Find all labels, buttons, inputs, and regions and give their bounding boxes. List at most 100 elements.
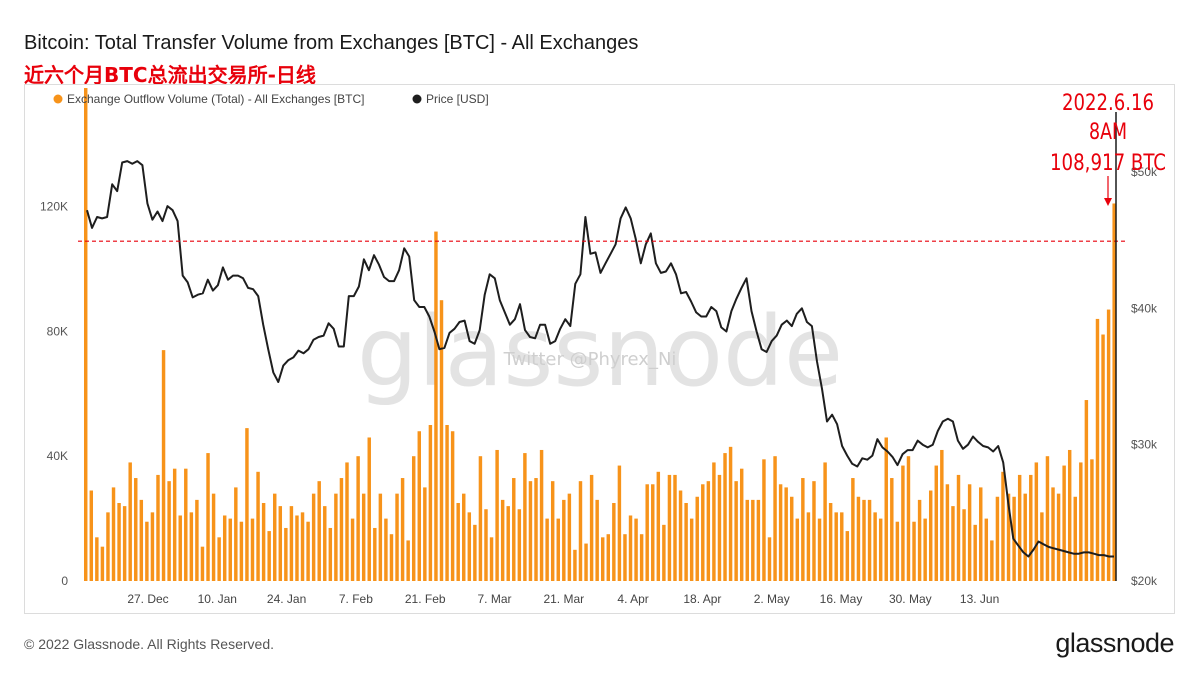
outflow-bar bbox=[634, 518, 638, 581]
outflow-bar bbox=[745, 499, 749, 581]
outflow-bar bbox=[934, 465, 938, 581]
outflow-bar bbox=[712, 462, 716, 581]
outflow-bar bbox=[639, 534, 644, 581]
outflow-bar bbox=[534, 478, 538, 581]
outflow-bar bbox=[1062, 465, 1066, 581]
outflow-bar bbox=[678, 490, 683, 581]
outflow-bar bbox=[1023, 493, 1027, 581]
outflow-bar bbox=[217, 537, 221, 581]
outflow-bar bbox=[111, 487, 116, 581]
outflow-bar bbox=[689, 518, 694, 581]
x-tick-label: 27. Dec bbox=[127, 592, 168, 606]
outflow-bar bbox=[990, 540, 994, 581]
outflow-bar bbox=[267, 531, 271, 581]
outflow-bar bbox=[823, 462, 827, 581]
outflow-bar bbox=[673, 474, 677, 581]
outflow-bar bbox=[495, 449, 499, 581]
outflow-bar bbox=[751, 499, 755, 581]
outflow-bar bbox=[356, 456, 360, 581]
x-tick-label: 7. Mar bbox=[477, 592, 511, 606]
outflow-bar bbox=[840, 512, 844, 581]
outflow-bar bbox=[912, 521, 916, 581]
outflow-bar bbox=[323, 506, 327, 581]
x-tick-label: 2. May bbox=[754, 592, 790, 606]
outflow-bar bbox=[862, 499, 866, 581]
outflow-bar bbox=[84, 88, 88, 581]
outflow-bar bbox=[817, 518, 822, 581]
annotation-line: 8AM bbox=[1089, 120, 1127, 145]
outflow-bar bbox=[350, 518, 355, 581]
x-tick-label: 4. Apr bbox=[617, 592, 648, 606]
outflow-bar bbox=[995, 496, 1000, 581]
outflow-bar bbox=[573, 549, 577, 581]
outflow-bar bbox=[795, 518, 800, 581]
annotation-layer: 2022.6.16 8AM 108,917 BTC bbox=[1050, 91, 1166, 206]
outflow-bar bbox=[645, 484, 649, 581]
outflow-bar bbox=[979, 487, 983, 581]
outflow-bar bbox=[601, 537, 605, 581]
outflow-bar bbox=[228, 518, 232, 581]
outflow-bar bbox=[890, 478, 894, 581]
outflow-bar bbox=[790, 496, 794, 581]
legend-price-swatch bbox=[412, 94, 422, 104]
outflow-bar bbox=[801, 478, 805, 581]
outflow-bar bbox=[106, 512, 110, 581]
annotation-line: 2022.6.16 bbox=[1062, 91, 1154, 116]
outflow-bar bbox=[895, 521, 900, 581]
outflow-bar bbox=[100, 546, 105, 581]
chart-subtitle: 近六个月BTC总流出交易所-日线 bbox=[24, 63, 316, 87]
outflow-bar bbox=[539, 449, 544, 581]
outflow-bar bbox=[206, 453, 210, 581]
outflow-bar bbox=[962, 509, 966, 581]
annotation-arrow-head bbox=[1104, 198, 1112, 206]
outflow-bar bbox=[1045, 456, 1050, 581]
outflow-bar bbox=[878, 518, 883, 581]
outflow-bar bbox=[361, 493, 366, 581]
outflow-bar bbox=[300, 512, 305, 581]
outflow-bar bbox=[1001, 471, 1005, 581]
outflow-bar bbox=[434, 231, 438, 581]
outflow-bar bbox=[717, 474, 722, 581]
y-left-tick-label: 40K bbox=[47, 449, 68, 463]
outflow-bar bbox=[1090, 459, 1094, 581]
outflow-bar bbox=[812, 481, 816, 581]
outflow-bar bbox=[417, 431, 421, 581]
outflow-bar bbox=[161, 350, 166, 581]
y-left-tick-label: 120K bbox=[40, 200, 68, 214]
outflow-bar bbox=[784, 487, 788, 581]
outflow-bar bbox=[117, 503, 121, 581]
outflow-bar bbox=[762, 459, 766, 581]
outflow-bar bbox=[184, 468, 188, 581]
outflow-bar bbox=[222, 515, 227, 581]
outflow-bar bbox=[767, 537, 772, 581]
outflow-bar bbox=[172, 468, 177, 581]
x-tick-label: 13. Jun bbox=[960, 592, 999, 606]
outflow-bar bbox=[450, 431, 455, 581]
outflow-bar bbox=[628, 515, 633, 581]
outflow-bar bbox=[273, 493, 277, 581]
outflow-bar bbox=[1095, 318, 1100, 581]
outflow-bar bbox=[556, 518, 560, 581]
x-tick-label: 21. Mar bbox=[543, 592, 584, 606]
outflow-bar bbox=[984, 518, 989, 581]
outflow-bar bbox=[589, 474, 594, 581]
outflow-bar bbox=[567, 493, 572, 581]
outflow-bar bbox=[873, 512, 877, 581]
y-left-tick-label: 80K bbox=[47, 324, 68, 338]
outflow-bar bbox=[523, 453, 527, 581]
outflow-bar bbox=[923, 518, 927, 581]
outflow-bar bbox=[345, 462, 349, 581]
x-tick-label: 7. Feb bbox=[339, 592, 373, 606]
outflow-bar bbox=[245, 428, 249, 581]
outflow-bar bbox=[756, 499, 761, 581]
outflow-bar bbox=[167, 481, 171, 581]
outflow-bar bbox=[1084, 400, 1089, 581]
outflow-bar bbox=[695, 496, 699, 581]
outflow-bar bbox=[973, 524, 977, 581]
outflow-bar bbox=[411, 456, 416, 581]
outflow-bar bbox=[306, 521, 310, 581]
outflow-bar bbox=[884, 437, 888, 581]
outflow-bar bbox=[456, 503, 460, 581]
